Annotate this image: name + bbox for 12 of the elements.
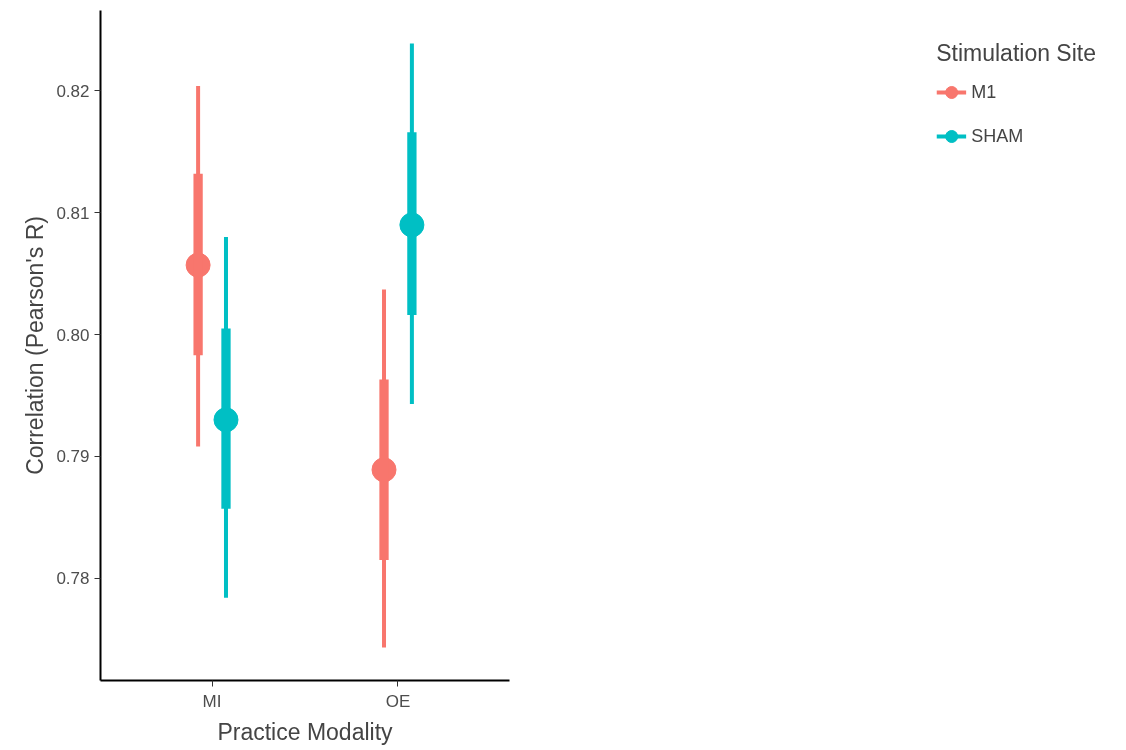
- x-tick-label: MI: [202, 691, 222, 711]
- legend-title: Stimulation Site: [936, 40, 1096, 67]
- legend-label: M1: [971, 81, 997, 103]
- y-tick-label: 0.79: [56, 447, 90, 467]
- y-tick-label: 0.78: [56, 569, 90, 589]
- legend-label: SHAM: [971, 125, 1024, 147]
- y-tick-label: 0.82: [56, 81, 90, 101]
- x-tick-label: OE: [385, 691, 411, 711]
- y-axis-title: Correlation (Pearson's R): [22, 216, 49, 475]
- y-tick-label: 0.81: [56, 203, 90, 223]
- y-tick-label: 0.80: [56, 325, 90, 345]
- x-axis-title: Practice Modality: [217, 718, 394, 745]
